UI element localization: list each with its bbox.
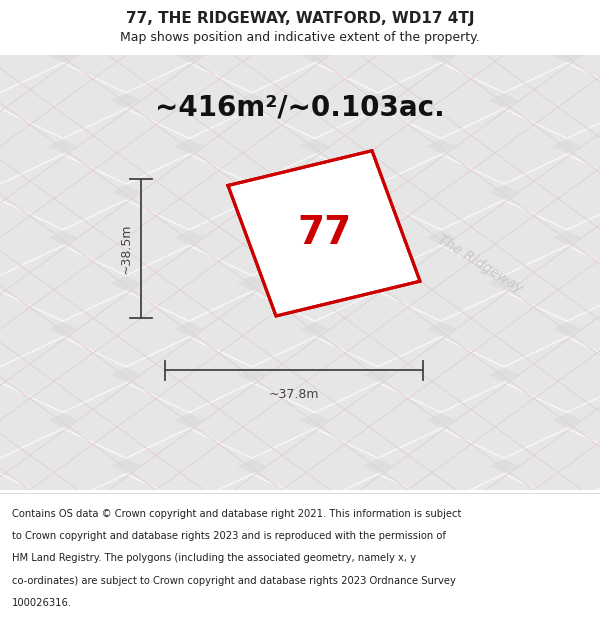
Polygon shape bbox=[0, 475, 78, 549]
Polygon shape bbox=[489, 338, 600, 412]
Text: ~37.8m: ~37.8m bbox=[269, 388, 319, 401]
Polygon shape bbox=[426, 475, 582, 549]
Polygon shape bbox=[300, 201, 456, 274]
Polygon shape bbox=[237, 246, 393, 321]
Polygon shape bbox=[237, 429, 393, 503]
Polygon shape bbox=[237, 155, 393, 229]
Polygon shape bbox=[111, 246, 267, 321]
Polygon shape bbox=[0, 201, 78, 274]
Polygon shape bbox=[0, 429, 141, 503]
Polygon shape bbox=[237, 338, 393, 412]
Polygon shape bbox=[300, 18, 456, 92]
Polygon shape bbox=[174, 475, 330, 549]
Polygon shape bbox=[426, 109, 582, 183]
Polygon shape bbox=[48, 109, 204, 183]
Polygon shape bbox=[426, 292, 582, 366]
Polygon shape bbox=[300, 292, 456, 366]
Polygon shape bbox=[552, 475, 600, 549]
Polygon shape bbox=[0, 155, 141, 229]
Polygon shape bbox=[0, 0, 141, 46]
Polygon shape bbox=[111, 155, 267, 229]
Polygon shape bbox=[0, 383, 78, 458]
Polygon shape bbox=[489, 246, 600, 321]
Polygon shape bbox=[228, 151, 420, 316]
Polygon shape bbox=[552, 292, 600, 366]
Polygon shape bbox=[489, 155, 600, 229]
Polygon shape bbox=[489, 64, 600, 138]
Text: 77: 77 bbox=[297, 214, 351, 253]
Polygon shape bbox=[300, 383, 456, 458]
Polygon shape bbox=[300, 109, 456, 183]
Polygon shape bbox=[363, 429, 519, 503]
Polygon shape bbox=[0, 292, 78, 366]
Text: co-ordinates) are subject to Crown copyright and database rights 2023 Ordnance S: co-ordinates) are subject to Crown copyr… bbox=[12, 576, 456, 586]
Polygon shape bbox=[0, 246, 141, 321]
Polygon shape bbox=[552, 18, 600, 92]
Polygon shape bbox=[0, 109, 78, 183]
Text: to Crown copyright and database rights 2023 and is reproduced with the permissio: to Crown copyright and database rights 2… bbox=[12, 531, 446, 541]
Polygon shape bbox=[48, 475, 204, 549]
Polygon shape bbox=[426, 383, 582, 458]
Text: ~38.5m: ~38.5m bbox=[119, 223, 133, 274]
Polygon shape bbox=[48, 292, 204, 366]
Text: ~416m²/~0.103ac.: ~416m²/~0.103ac. bbox=[155, 93, 445, 121]
Polygon shape bbox=[0, 18, 78, 92]
Polygon shape bbox=[300, 475, 456, 549]
Polygon shape bbox=[48, 201, 204, 274]
Polygon shape bbox=[363, 0, 519, 46]
Polygon shape bbox=[426, 18, 582, 92]
Polygon shape bbox=[111, 64, 267, 138]
Polygon shape bbox=[237, 64, 393, 138]
Polygon shape bbox=[0, 338, 141, 412]
Polygon shape bbox=[363, 246, 519, 321]
Polygon shape bbox=[363, 64, 519, 138]
Polygon shape bbox=[111, 0, 267, 46]
Text: Map shows position and indicative extent of the property.: Map shows position and indicative extent… bbox=[120, 31, 480, 44]
Text: 100026316.: 100026316. bbox=[12, 598, 72, 608]
Polygon shape bbox=[552, 201, 600, 274]
Polygon shape bbox=[363, 155, 519, 229]
Polygon shape bbox=[174, 201, 330, 274]
Polygon shape bbox=[48, 18, 204, 92]
Polygon shape bbox=[552, 109, 600, 183]
Text: Contains OS data © Crown copyright and database right 2021. This information is : Contains OS data © Crown copyright and d… bbox=[12, 509, 461, 519]
Polygon shape bbox=[174, 383, 330, 458]
Polygon shape bbox=[363, 338, 519, 412]
Polygon shape bbox=[237, 0, 393, 46]
Polygon shape bbox=[174, 292, 330, 366]
Polygon shape bbox=[111, 429, 267, 503]
Polygon shape bbox=[111, 338, 267, 412]
Polygon shape bbox=[0, 64, 141, 138]
Polygon shape bbox=[48, 383, 204, 458]
Text: HM Land Registry. The polygons (including the associated geometry, namely x, y: HM Land Registry. The polygons (includin… bbox=[12, 554, 416, 564]
Polygon shape bbox=[552, 383, 600, 458]
Polygon shape bbox=[489, 0, 600, 46]
Polygon shape bbox=[174, 18, 330, 92]
Polygon shape bbox=[426, 201, 582, 274]
Polygon shape bbox=[489, 429, 600, 503]
Text: The Ridgeway: The Ridgeway bbox=[435, 232, 525, 296]
Text: 77, THE RIDGEWAY, WATFORD, WD17 4TJ: 77, THE RIDGEWAY, WATFORD, WD17 4TJ bbox=[126, 11, 474, 26]
Polygon shape bbox=[174, 109, 330, 183]
